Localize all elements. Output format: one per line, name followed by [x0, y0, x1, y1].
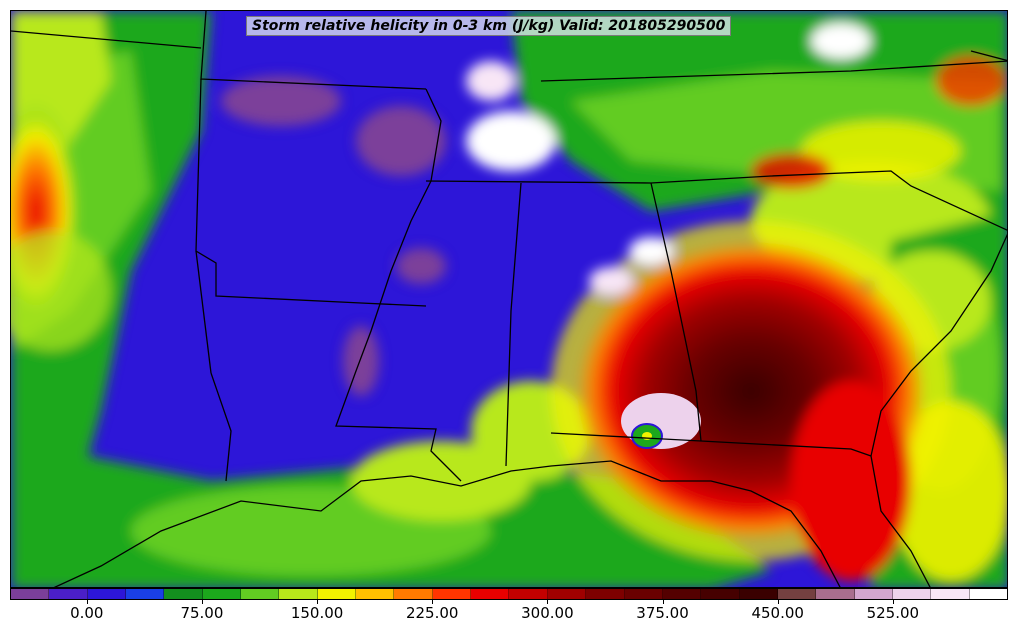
state-borders: [11, 11, 1007, 587]
helicity-field: [11, 11, 1007, 587]
colorbar-segment: [509, 589, 548, 599]
colorbar-tick-label: 225.00: [405, 604, 459, 622]
colorbar-segment: [624, 589, 663, 599]
colorbar-tick: [777, 600, 779, 604]
colorbar-segment: [126, 589, 165, 599]
colorbar-segment: [87, 589, 127, 599]
colorbar-tick: [86, 600, 88, 604]
colorbar-tick-label: 75.00: [180, 604, 224, 622]
colorbar-tick-label: 0.00: [70, 604, 104, 622]
colorbar-ticks: 0.00 75.00 150.00 225.00 300.00 375.00 450.00 5…: [10, 600, 1008, 630]
colorbar-segment: [547, 589, 587, 599]
map-title: Storm relative helicity in 0-3 km (J/kg)…: [246, 16, 732, 36]
colorbar-tick: [547, 600, 549, 604]
colorbar-segment: [777, 589, 817, 599]
hurricane-eye: [621, 393, 701, 449]
colorbar-segment: [892, 589, 932, 599]
colorbar-tick: [317, 600, 319, 604]
helicity-map: [10, 10, 1008, 588]
colorbar-segment: [49, 589, 88, 599]
colorbar-segment: [356, 589, 395, 599]
colorbar-segment: [432, 589, 472, 599]
colorbar-tick-label: 300.00: [521, 604, 574, 622]
colorbar-segment: [11, 589, 50, 599]
colorbar-segment: [931, 589, 970, 599]
colorbar-tick-label: 525.00: [866, 604, 920, 622]
colorbar-segment: [202, 589, 242, 599]
colorbar-tick: [201, 600, 203, 604]
colorbar-segment: [164, 589, 203, 599]
colorbar-segment: [471, 589, 510, 599]
colorbar-tick: [662, 600, 664, 604]
colorbar-segment: [854, 589, 893, 599]
colorbar-tick-label: 375.00: [636, 604, 689, 622]
colorbar-segment: [969, 589, 1007, 599]
colorbar-segment: [241, 589, 280, 599]
colorbar-segment: [394, 589, 433, 599]
colorbar-segment: [317, 589, 357, 599]
colorbar-segment: [279, 589, 318, 599]
colorbar-tick-label: 450.00: [751, 604, 804, 622]
colorbar-tick: [892, 600, 894, 604]
colorbar-segment: [816, 589, 855, 599]
colorbar-tick-label: 150.00: [290, 604, 344, 622]
colorbar-segment: [586, 589, 625, 599]
colorbar: [10, 588, 1008, 600]
colorbar-segment: [739, 589, 778, 599]
colorbar-segment: [701, 589, 740, 599]
colorbar-segment: [662, 589, 702, 599]
colorbar-tick: [432, 600, 434, 604]
